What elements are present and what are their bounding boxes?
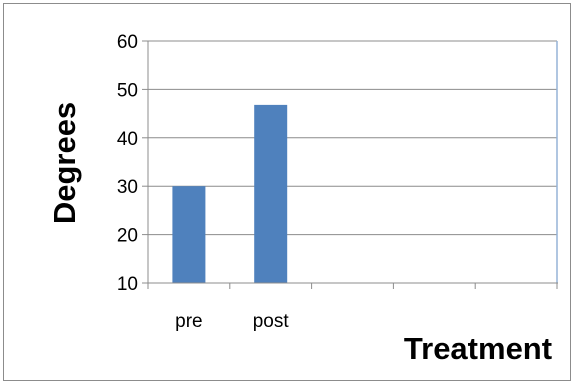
tick-labels: 10 20 30 40 50 60 pre post bbox=[117, 32, 290, 332]
y-tick-label: 20 bbox=[117, 226, 138, 247]
y-tick-label: 60 bbox=[117, 32, 138, 53]
axes bbox=[142, 40, 558, 289]
y-tick-label: 50 bbox=[117, 80, 138, 101]
y-tick-label: 40 bbox=[117, 129, 138, 150]
y-tick-label: 30 bbox=[117, 177, 138, 198]
x-axis-title: Treatment bbox=[404, 331, 552, 366]
bar-post bbox=[254, 104, 288, 283]
y-axis-title: Degrees bbox=[47, 102, 82, 224]
bar-pre bbox=[172, 186, 206, 283]
y-tick-label: 10 bbox=[117, 274, 138, 295]
gridlines bbox=[148, 40, 557, 236]
x-tick-label: post bbox=[253, 311, 290, 332]
bars bbox=[172, 104, 288, 283]
x-tick-label: pre bbox=[175, 311, 202, 332]
